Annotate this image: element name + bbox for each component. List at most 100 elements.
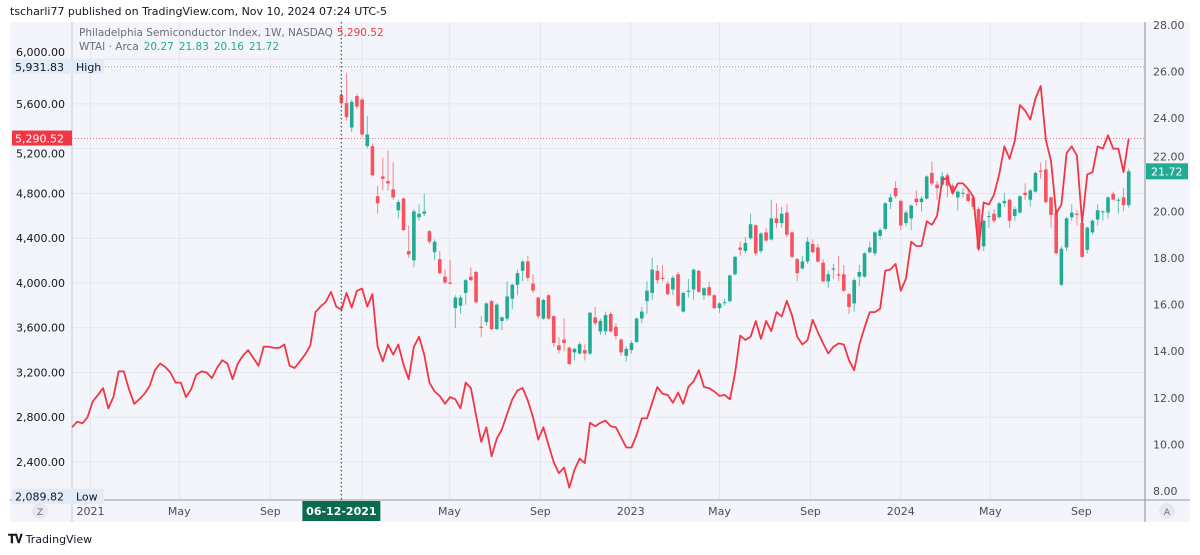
wtai-candle[interactable] [1054, 211, 1058, 255]
wtai-candle[interactable] [505, 281, 509, 321]
wtai-candle[interactable] [909, 204, 913, 231]
wtai-candle[interactable] [919, 196, 924, 212]
wtai-candle[interactable] [1018, 195, 1022, 214]
wtai-candle[interactable] [966, 190, 970, 203]
wtai-candle[interactable] [489, 299, 494, 331]
wtai-candle[interactable] [665, 281, 670, 296]
wtai-candle[interactable] [1090, 219, 1095, 235]
wtai-candle[interactable] [857, 264, 862, 286]
wtai-candle[interactable] [370, 143, 375, 177]
wtai-candle[interactable] [588, 311, 592, 355]
wtai-candle[interactable] [769, 199, 774, 241]
wtai-candle[interactable] [412, 209, 416, 268]
wtai-candle[interactable] [893, 181, 898, 199]
wtai-candle[interactable] [759, 232, 763, 254]
wtai-candle[interactable] [785, 204, 789, 238]
wtai-candle[interactable] [873, 231, 877, 256]
wtai-candle[interactable] [961, 188, 965, 198]
wtai-candle[interactable] [619, 338, 623, 356]
wtai-candle[interactable] [696, 269, 701, 293]
wtai-candle[interactable] [474, 270, 478, 304]
wtai-candle[interactable] [572, 347, 577, 361]
wtai-candle[interactable] [567, 346, 572, 366]
wtai-candle[interactable] [816, 244, 820, 263]
wtai-candle[interactable] [707, 281, 711, 297]
wtai-candle[interactable] [427, 230, 432, 245]
wtai-candle[interactable] [681, 291, 686, 313]
wtai-candle[interactable] [365, 115, 370, 149]
wtai-candle[interactable] [437, 251, 442, 275]
wtai-candle[interactable] [753, 224, 758, 256]
wtai-candle[interactable] [862, 252, 867, 278]
wtai-candle[interactable] [821, 259, 825, 283]
wtai-candle[interactable] [1064, 217, 1069, 252]
wtai-candle[interactable] [764, 227, 768, 242]
wtai-candle[interactable] [774, 203, 779, 228]
wtai-candle[interactable] [629, 340, 634, 354]
wtai-candle[interactable] [1044, 160, 1048, 204]
wtai-candle[interactable] [1106, 196, 1110, 219]
wtai-candle[interactable] [422, 193, 427, 217]
wtai-candle[interactable] [1023, 183, 1027, 200]
wtai-candle[interactable] [826, 270, 831, 289]
wtai-candle[interactable] [748, 213, 753, 240]
wtai-candle[interactable] [344, 72, 349, 121]
wtai-candle[interactable] [847, 292, 851, 314]
wtai-candle[interactable] [536, 296, 540, 319]
wtai-candle[interactable] [515, 269, 520, 296]
wtai-candle[interactable] [598, 318, 603, 335]
sox-line[interactable] [71, 85, 1130, 489]
left-scale-button[interactable] [32, 503, 48, 519]
wtai-candle[interactable] [417, 204, 421, 221]
wtai-candle[interactable] [546, 294, 551, 320]
wtai-candle[interactable] [955, 190, 960, 211]
wtai-candle[interactable] [360, 97, 364, 137]
wtai-candle[interactable] [867, 241, 872, 254]
wtai-candle[interactable] [997, 202, 1002, 219]
wtai-candle[interactable] [375, 185, 380, 214]
wtai-candle[interactable] [691, 268, 696, 300]
wtai-candle[interactable] [463, 278, 468, 305]
wtai-candle[interactable] [1075, 210, 1079, 226]
wtai-candle[interactable] [743, 237, 748, 254]
wtai-candle[interactable] [603, 311, 608, 335]
wtai-candle[interactable] [381, 157, 385, 191]
wtai-candle[interactable] [1116, 197, 1121, 214]
wtai-candle[interactable] [355, 93, 359, 109]
wtai-candle[interactable] [401, 197, 406, 232]
wtai-candle[interactable] [391, 162, 395, 200]
wtai-candle[interactable] [779, 206, 784, 228]
wtai-candle[interactable] [469, 267, 473, 282]
wtai-candle[interactable] [640, 306, 644, 324]
wtai-candle[interactable] [541, 298, 546, 320]
wtai-candle[interactable] [1038, 162, 1043, 179]
wtai-candle[interactable] [1012, 206, 1017, 221]
wtai-candle[interactable] [531, 274, 535, 293]
wtai-candle[interactable] [738, 241, 743, 256]
wtai-candle[interactable] [836, 255, 841, 282]
wtai-candle[interactable] [406, 225, 411, 258]
wtai-candle[interactable] [494, 303, 499, 331]
wtai-candle[interactable] [831, 263, 836, 279]
wtai-candle[interactable] [1095, 204, 1100, 226]
wtai-candle[interactable] [593, 306, 597, 326]
wtai-candle[interactable] [479, 316, 484, 338]
wtai-candle[interactable] [1028, 189, 1033, 207]
tradingview-logo-icon[interactable]: 𝐓𝐕 [8, 532, 23, 546]
wtai-candle[interactable] [562, 318, 566, 352]
wtai-candle[interactable] [1049, 196, 1053, 228]
legend-overlay-series[interactable]: WTAI · Arca [79, 41, 139, 53]
wtai-candle[interactable] [386, 150, 390, 191]
legend-main-series[interactable]: Philadelphia Semiconductor Index, 1W, NA… [79, 27, 333, 39]
wtai-candle[interactable] [1121, 188, 1126, 212]
wtai-candle[interactable] [904, 210, 908, 227]
wtai-candle[interactable] [800, 255, 805, 270]
wtai-candle[interactable] [655, 264, 660, 284]
wtai-candle[interactable] [577, 341, 582, 355]
wtai-candle[interactable] [349, 99, 354, 133]
wtai-candle[interactable] [888, 193, 893, 210]
wtai-candle[interactable] [660, 264, 665, 282]
wtai-candle[interactable] [935, 181, 939, 200]
wtai-candle[interactable] [686, 278, 691, 298]
